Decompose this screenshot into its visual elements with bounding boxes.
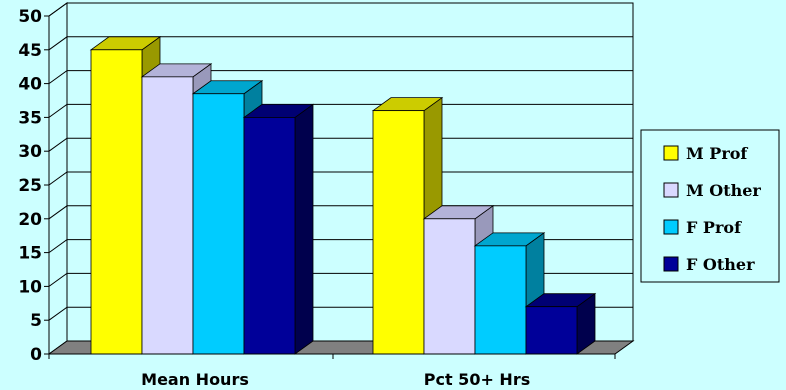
gridline (48, 36, 633, 51)
legend-label: F Prof (686, 218, 742, 237)
gridline (48, 103, 633, 118)
bar-front (525, 306, 578, 355)
bar-front (372, 110, 425, 355)
y-tick-label: 35 (18, 108, 42, 128)
legend-item: F Prof (663, 218, 742, 237)
y-tick-label: 0 (30, 345, 42, 365)
legend-item: M Prof (663, 144, 748, 163)
bar (242, 103, 315, 355)
y-tick-label: 15 (18, 244, 42, 264)
x-category-label: Pct 50+ Hrs (424, 370, 530, 389)
gridline (48, 171, 633, 186)
bar-front (243, 117, 296, 355)
y-tick-label: 40 (18, 75, 42, 95)
x-category-label: Mean Hours (141, 370, 249, 389)
legend-label: M Other (686, 181, 761, 200)
bar (524, 292, 597, 355)
legend-swatch (663, 256, 679, 272)
gridline (48, 137, 633, 152)
bar-front (474, 245, 527, 355)
gridline (48, 70, 633, 85)
y-tick-label: 25 (18, 176, 42, 196)
y-tick-label: 5 (30, 311, 42, 331)
legend-swatch (663, 145, 679, 161)
legend-item: M Other (663, 181, 761, 200)
bar-front (90, 49, 143, 355)
y-tick-label: 10 (18, 277, 42, 297)
legend-swatch (663, 219, 679, 235)
bar-side (294, 103, 314, 355)
legend-label: M Prof (686, 144, 748, 163)
legend: M Prof M Other F Prof F Other (640, 129, 780, 283)
legend-label: F Other (686, 255, 755, 274)
bar-front (192, 93, 245, 355)
bar-front (141, 76, 194, 355)
bar-front (423, 218, 476, 355)
y-tick-label: 20 (18, 210, 42, 230)
y-tick-label: 50 (18, 7, 42, 27)
y-tick-label: 45 (18, 41, 42, 61)
chart-axes: 0 5 10 15 20 25 30 35 40 45 50 Mean Hours Pct 50+ Hr… (18, 7, 616, 389)
legend-swatch (663, 182, 679, 198)
legend-item: F Other (663, 255, 755, 274)
gridline (48, 2, 633, 17)
y-tick-label: 30 (18, 142, 42, 162)
chart-bars (89, 36, 597, 355)
